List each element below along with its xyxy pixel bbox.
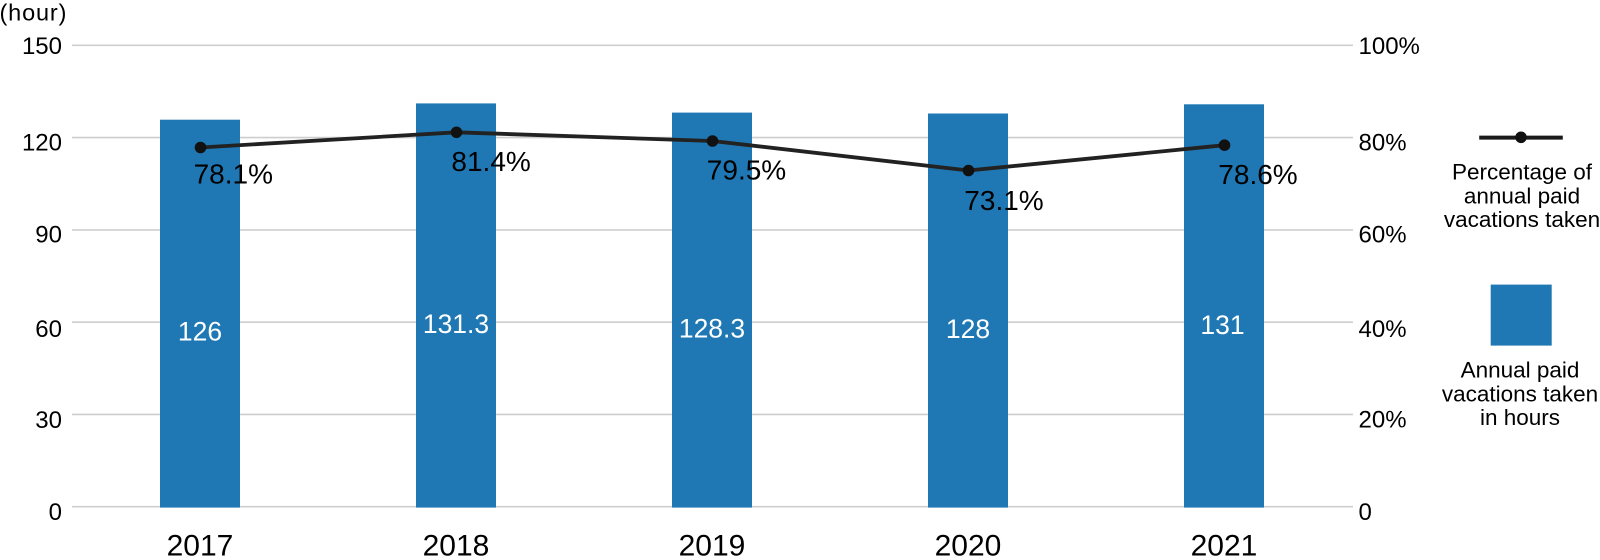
svg-text:128: 128 [946,314,990,344]
svg-text:2021: 2021 [1191,529,1258,560]
svg-text:79.5%: 79.5% [707,154,786,185]
svg-text:vacations taken: vacations taken [1444,207,1600,232]
svg-text:131.3: 131.3 [423,309,489,339]
svg-text:150: 150 [22,33,62,60]
svg-text:30: 30 [35,407,62,434]
svg-text:0: 0 [1359,499,1372,526]
svg-text:annual paid: annual paid [1464,183,1580,208]
svg-text:vacations taken: vacations taken [1442,381,1598,406]
svg-text:90: 90 [35,221,62,248]
svg-text:Annual paid: Annual paid [1461,358,1580,383]
svg-text:73.1%: 73.1% [964,185,1043,216]
svg-text:78.6%: 78.6% [1218,159,1297,190]
svg-text:20%: 20% [1359,406,1407,433]
svg-text:126: 126 [178,316,222,346]
svg-text:60%: 60% [1359,221,1407,248]
svg-text:2017: 2017 [167,529,234,560]
svg-text:78.1%: 78.1% [194,159,273,190]
svg-text:80%: 80% [1359,130,1407,157]
svg-text:120: 120 [22,130,62,157]
svg-text:2018: 2018 [423,529,490,560]
svg-text:128.3: 128.3 [679,313,745,343]
svg-text:Percentage of: Percentage of [1452,160,1593,185]
svg-text:40%: 40% [1359,316,1407,343]
svg-text:2019: 2019 [679,529,746,560]
svg-text:131: 131 [1200,310,1244,340]
svg-text:in hours: in hours [1480,405,1560,430]
svg-text:81.4%: 81.4% [451,146,530,177]
svg-text:(hour): (hour) [0,0,67,26]
svg-text:100%: 100% [1359,33,1420,60]
svg-text:60: 60 [35,316,62,343]
svg-text:0: 0 [49,499,62,526]
svg-text:2020: 2020 [935,529,1002,560]
